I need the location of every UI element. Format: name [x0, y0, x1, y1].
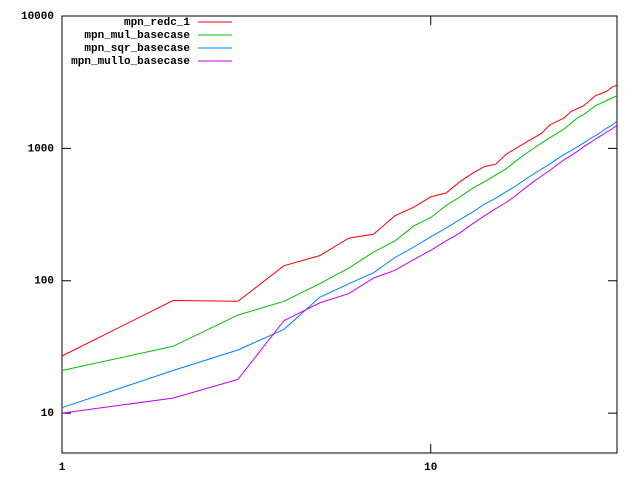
x-tick-label: 10: [424, 462, 437, 474]
y-tick-label: 100: [34, 276, 54, 288]
series-line: [61, 95, 618, 371]
legend-label: mpn_sqr_basecase: [84, 43, 190, 55]
legend-label: mpn_mul_basecase: [84, 30, 190, 42]
y-tick-label: 1000: [28, 143, 54, 155]
y-tick-label: 10: [41, 408, 54, 420]
y-tick-label: 10000: [21, 11, 54, 23]
x-tick-label: 1: [59, 462, 66, 474]
plot-frame: [61, 15, 618, 454]
series-line: [61, 120, 618, 409]
legend-label: mpn_redc_1: [124, 17, 190, 29]
legend-label: mpn_mullo_basecase: [71, 56, 190, 68]
series-line: [61, 124, 618, 414]
series-line: [61, 84, 618, 357]
